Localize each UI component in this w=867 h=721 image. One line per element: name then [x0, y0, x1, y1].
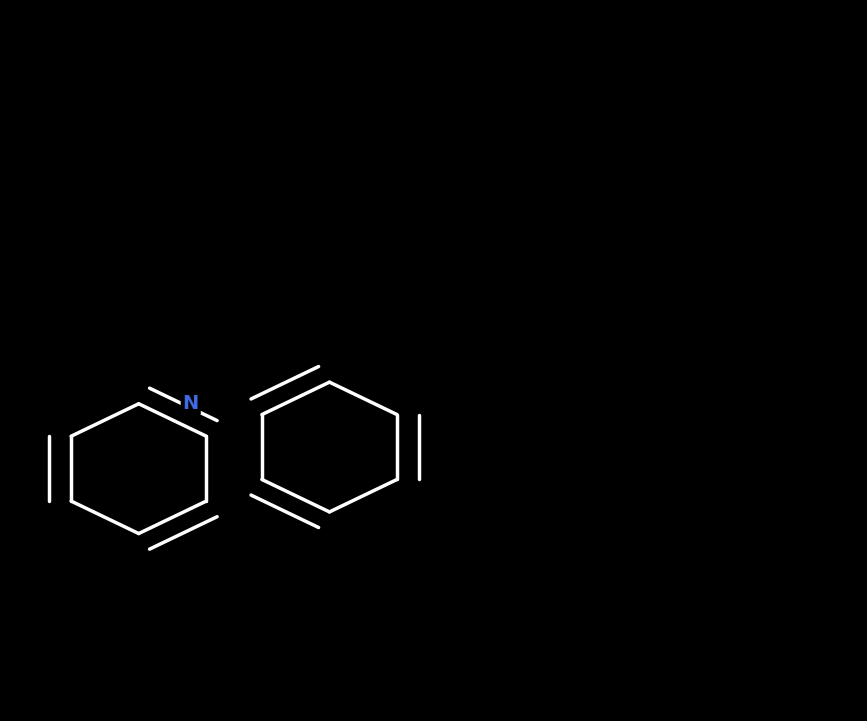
- Text: N: N: [183, 394, 199, 413]
